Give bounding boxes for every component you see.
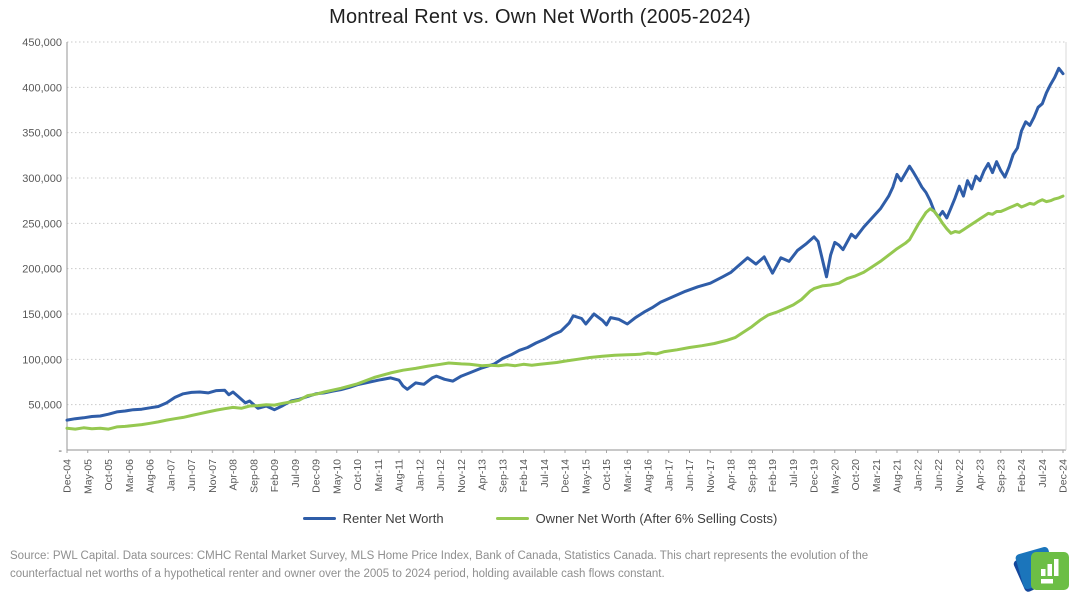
x-tick-label: Oct-15 (601, 459, 613, 491)
x-tick-label: Sep-18 (746, 459, 758, 493)
legend-item-renter: Renter Net Worth (302, 511, 444, 526)
x-tick-label: Jul-19 (788, 459, 800, 488)
y-tick-label: 150,000 (22, 309, 62, 321)
x-tick-label: Nov-22 (954, 459, 966, 493)
y-tick-label: 400,000 (22, 82, 62, 94)
x-tick-label: Jan-07 (165, 459, 177, 491)
x-tick-label: May-10 (331, 459, 343, 494)
x-tick-label: Sep-08 (248, 459, 260, 493)
legend-label-renter: Renter Net Worth (342, 511, 444, 526)
x-tick-label: Jan-22 (912, 459, 924, 491)
x-tick-label: Feb-14 (518, 459, 530, 492)
x-tick-label: May-05 (82, 459, 94, 494)
bar-chart-icon (1041, 559, 1059, 584)
x-tick-label: Feb-09 (269, 459, 281, 492)
owner-line-swatch (495, 517, 529, 520)
x-tick-label: May-20 (829, 459, 841, 494)
x-tick-label: Dec-09 (311, 459, 323, 493)
x-tick-label: Mar-06 (124, 459, 136, 492)
x-tick-label: Jul-24 (1037, 459, 1049, 488)
chart-legend: Renter Net Worth Owner Net Worth (After … (0, 511, 1080, 526)
x-tick-label: Sep-23 (995, 459, 1007, 493)
x-tick-label: Mar-16 (622, 459, 634, 492)
x-tick-label: Jan-12 (414, 459, 426, 491)
x-tick-label: Apr-08 (228, 459, 240, 491)
x-tick-label: Jan-17 (663, 459, 675, 491)
x-tick-label: Feb-19 (767, 459, 779, 492)
x-tick-label: Nov-12 (456, 459, 468, 493)
x-tick-label: Jun-17 (684, 459, 696, 491)
x-tick-label: Jul-09 (290, 459, 302, 488)
x-tick-label: Dec-24 (1058, 459, 1070, 493)
x-tick-label: Aug-06 (145, 459, 157, 493)
x-tick-label: Jun-12 (435, 459, 447, 491)
x-tick-label: Apr-13 (477, 459, 489, 491)
x-tick-label: Apr-23 (975, 459, 987, 491)
renter-line-swatch (302, 517, 336, 520)
legend-item-owner: Owner Net Worth (After 6% Selling Costs) (495, 511, 778, 526)
pwl-capital-logo (1012, 544, 1072, 596)
x-tick-label: Aug-16 (643, 459, 655, 493)
owner-net-worth-line (65, 194, 1065, 431)
y-tick-label: 50,000 (28, 400, 62, 412)
chart-title: Montreal Rent vs. Own Net Worth (2005-20… (329, 6, 751, 28)
x-tick-label: May-15 (580, 459, 592, 494)
x-tick-label: Feb-24 (1016, 459, 1028, 492)
x-tick-label: Aug-21 (892, 459, 904, 493)
y-tick-label: 300,000 (22, 173, 62, 185)
x-tick-label: Dec-04 (62, 459, 74, 493)
x-tick-label: Oct-10 (352, 459, 364, 491)
x-tick-label: Jun-07 (186, 459, 198, 491)
y-tick-label: 100,000 (22, 354, 62, 366)
x-tick-label: Nov-07 (207, 459, 219, 493)
x-tick-label: Sep-13 (497, 459, 509, 493)
renter-net-worth-line (65, 66, 1065, 422)
x-tick-label: Nov-17 (705, 459, 717, 493)
x-tick-label: Jul-14 (539, 459, 551, 488)
y-tick-label: 200,000 (22, 264, 62, 276)
x-tick-label: Aug-11 (394, 459, 406, 492)
legend-label-owner: Owner Net Worth (After 6% Selling Costs) (535, 511, 778, 526)
x-tick-label: Oct-05 (103, 459, 115, 491)
source-attribution-text: Source: PWL Capital. Data sources: CMHC … (10, 550, 869, 581)
y-tick-label: 250,000 (22, 218, 62, 230)
x-tick-label: Jun-22 (933, 459, 945, 491)
line-chart: - 50,000 100,000 150,000 200,000 250,000 300,0… (22, 37, 1070, 494)
x-tick-label: Apr-18 (726, 459, 738, 491)
x-tick-label: Dec-19 (809, 459, 821, 493)
x-tick-label: Mar-21 (871, 459, 883, 492)
x-tick-label: Oct-20 (850, 459, 862, 491)
x-tick-label: Mar-11 (373, 459, 385, 492)
y-tick-label: 450,000 (22, 37, 62, 49)
x-tick-label: Dec-14 (560, 459, 572, 493)
y-tick-label: - (58, 445, 62, 457)
y-tick-label: 350,000 (22, 128, 62, 140)
